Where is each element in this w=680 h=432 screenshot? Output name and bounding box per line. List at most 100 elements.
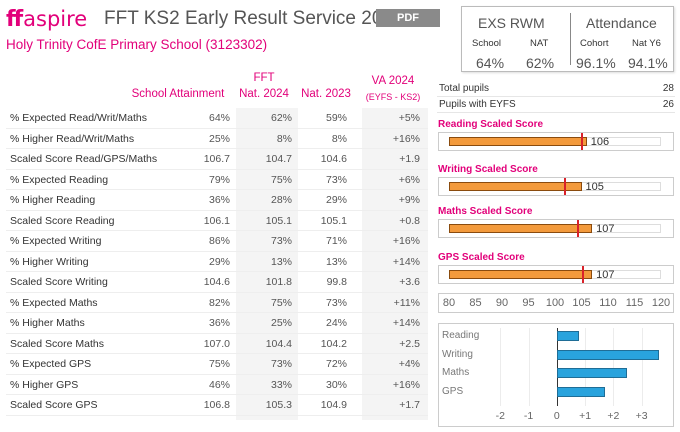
row-label: % Expected Read/Writ/Maths (10, 112, 147, 124)
nat-2023-value: 29% (325, 194, 347, 206)
fft-nat-2024-value: 104.4 (265, 337, 292, 350)
kpi-cohort-value: 96.1% (576, 55, 616, 71)
nat-2023-value: 73% (325, 296, 347, 309)
school-attainment-value: 46% (208, 378, 230, 391)
va-bar (556, 331, 580, 341)
scaled-score-value: 106 (590, 136, 610, 148)
table-row: Scaled Score Reading 106.1 105.1 105.1 +0.8 (6, 211, 428, 231)
nat-2023-value: 71% (325, 235, 347, 247)
scaled-score-title: Maths Scaled Score (438, 206, 533, 217)
school-attainment-value: 64% (208, 112, 230, 124)
va-tick: -1 (523, 410, 534, 422)
fft-nat-2024-value: 8% (276, 132, 292, 145)
va-gridline (613, 328, 615, 406)
row-label: % Expected Reading (10, 173, 109, 186)
fft-nat-2024-value: 105.3 (265, 399, 292, 411)
nat-2023-value: 24% (325, 317, 347, 329)
scaled-score-value: 107 (596, 269, 615, 281)
pupils-eyfs-label: Pupils with EYFS (439, 99, 516, 110)
scaled-score-tick: 110 (599, 297, 617, 309)
scaled-score-tick: 85 (469, 297, 482, 309)
row-label: % Expected GPS (10, 358, 92, 370)
table-row: Scaled Score GPS 106.8 105.3 104.9 +1.7 (6, 395, 428, 416)
header-va-line2: (EYFS - KS2) (365, 92, 421, 102)
va-2024-value: +14% (392, 317, 420, 329)
table-row: % Expected Read/Writ/Maths 64% 62% 59% +5% (6, 108, 428, 129)
va-2024-value: +6% (398, 173, 420, 186)
header-fft-nat-2024: FFT Nat. 2024 (236, 70, 292, 102)
kpi-nat-label: NAT (530, 38, 549, 49)
fft-column-shading (236, 108, 298, 420)
pdf-button[interactable]: PDF (376, 9, 440, 27)
table-row: Scaled Score Maths 107.0 104.4 104.2 +2.5 (6, 334, 428, 354)
scaled-score-track: 106 (438, 132, 674, 151)
value-added-chart: -2 -1 0 +1 +2 +3 Reading Writing Maths GPS (438, 323, 674, 427)
scaled-score-tick: 90 (495, 297, 509, 309)
va-2024-value: +16% (392, 378, 420, 391)
va-category-label: Maths (442, 367, 470, 378)
scaled-score-tick: 100 (545, 297, 565, 309)
va-tick: +2 (607, 410, 620, 422)
header-va-2024: VA 2024 (EYFS - KS2) (362, 73, 424, 105)
fft-nat-2024-value: 104.7 (265, 153, 292, 165)
table-row: % Higher Read/Writ/Maths 25% 8% 8% +16% (6, 129, 428, 149)
va-2024-value: +1.7 (399, 399, 420, 411)
table-row: Scaled Score Read/GPS/Maths 106.7 104.7 104… (6, 149, 428, 170)
va-category-label: Writing (442, 349, 473, 360)
scaled-score-track: 105 (438, 177, 674, 196)
table-row: % Higher Writing 29% 13% 13% +14% (6, 252, 428, 272)
nat-2023-value: 30% (325, 378, 347, 391)
school-name: Holy Trinity CofE Primary School (312330… (6, 37, 268, 52)
school-attainment-value: 106.7 (203, 153, 230, 165)
nat-2023-value: 104.2 (320, 337, 347, 350)
va-2024-value: +2.5 (399, 337, 420, 350)
va-tick: -2 (495, 410, 505, 422)
row-label: Scaled Score Reading (10, 214, 115, 227)
nat-2023-value: 73% (325, 173, 347, 186)
scaled-score-track: 107 (438, 265, 674, 284)
nat-2023-value: 104.9 (320, 399, 347, 411)
pupils-eyfs-row: Pupils with EYFS 26 (437, 97, 675, 113)
row-label: % Higher GPS (10, 378, 79, 391)
national-average-marker (577, 220, 580, 237)
header-school-attainment: School Attainment (131, 88, 225, 100)
kpi-nat-value: 62% (526, 55, 555, 71)
va-2024-value: +16% (392, 132, 420, 145)
national-average-marker (581, 133, 584, 150)
fft-aspire-logo: ff aspire (6, 5, 87, 33)
fft-nat-2024-value: 28% (270, 194, 292, 206)
school-attainment-value: 107.0 (203, 337, 230, 350)
va-2024-value: +0.8 (399, 214, 420, 227)
kpi-school-label: School (472, 38, 502, 49)
va-gridline (500, 328, 502, 406)
nat-2023-value: 8% (331, 132, 347, 145)
school-attainment-value: 82% (208, 296, 230, 309)
logo-mark: ff (6, 6, 23, 32)
nat-2023-value: 104.6 (320, 153, 347, 165)
fft-nat-2024-value: 33% (270, 378, 292, 391)
table-row: % Expected Maths 82% 75% 73% +11% (6, 293, 428, 313)
school-attainment-value: 106.8 (203, 399, 230, 411)
va-zero-line (556, 328, 558, 406)
scaled-score-value: 107 (596, 223, 615, 235)
kpi-naty6-value: 94.1% (628, 55, 668, 71)
total-pupils-row: Total pupils 28 (437, 81, 675, 97)
nat-2023-value: 99.8 (326, 276, 347, 288)
scaled-score-tick: 120 (651, 297, 671, 309)
scaled-score-tick: 95 (522, 297, 535, 309)
va-gridline (528, 328, 530, 406)
school-attainment-value: 75% (208, 358, 230, 370)
table-row: % Expected Writing 86% 73% 71% +16% (6, 231, 428, 252)
scaled-score-title: Reading Scaled Score (438, 119, 544, 130)
kpi-naty6-label: Nat Y6 (632, 38, 661, 49)
scaled-score-bar (449, 224, 593, 233)
row-label: Scaled Score GPS (10, 399, 98, 411)
va-2024-value: +14% (392, 255, 420, 268)
va-tick: +1 (579, 410, 592, 422)
va-category-label: Reading (442, 330, 480, 341)
table-row: % Higher Reading 36% 28% 29% +9% (6, 190, 428, 211)
va-2024-value: +5% (398, 112, 420, 124)
school-attainment-value: 36% (208, 194, 230, 206)
school-attainment-value: 86% (208, 235, 230, 247)
fft-nat-2024-value: 25% (270, 317, 292, 329)
